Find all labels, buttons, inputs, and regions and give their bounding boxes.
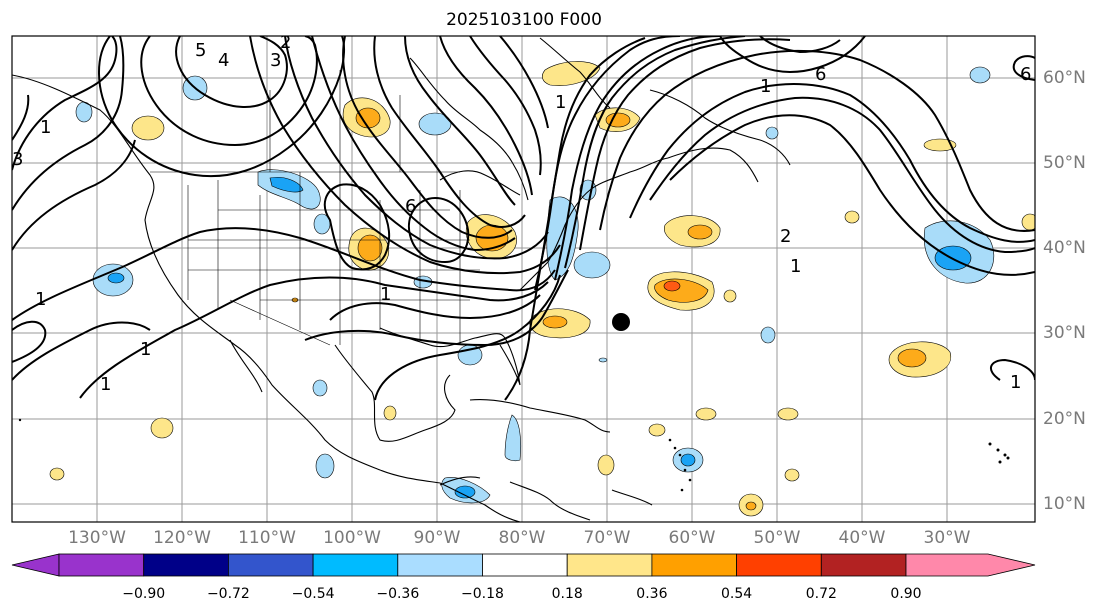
contour-label: 2 <box>280 32 291 53</box>
contour-label: 6 <box>1020 64 1031 85</box>
colorbar-segment <box>143 553 229 577</box>
colorbar-segment <box>566 553 653 577</box>
lon-label: 100°W <box>323 528 381 548</box>
island-dots <box>18 418 1010 492</box>
lon-label: 90°W <box>413 528 461 548</box>
political-borders <box>150 70 480 346</box>
lat-label: 20°N <box>1043 409 1086 429</box>
negative-anomaly <box>760 326 776 344</box>
contour-label: 1 <box>1010 372 1021 393</box>
colorbar <box>11 553 1036 577</box>
map-area: 5 4 3 2 1 6 1 2 1 6 1 1 1 1 1 6 1 3 <box>12 32 1035 522</box>
positive-anomaly <box>597 454 615 476</box>
positive-anomaly <box>784 468 800 482</box>
colorbar-tick-label: 0.18 <box>551 586 583 602</box>
lon-label: 70°W <box>583 528 631 548</box>
contour-label: 1 <box>40 117 51 138</box>
negative-anomaly <box>418 112 452 136</box>
lon-label: 110°W <box>238 528 296 548</box>
negative-anomaly <box>765 126 779 140</box>
lon-label: 40°W <box>838 528 886 548</box>
colorbar-tick-label: 0.54 <box>721 586 753 602</box>
positive-anomaly <box>723 289 737 303</box>
colorbar-extend-low <box>11 553 60 577</box>
contour-label: 5 <box>195 40 206 61</box>
contour-label: 6 <box>405 196 416 217</box>
lon-label: 30°W <box>923 528 971 548</box>
colorbar-segment <box>397 553 483 577</box>
contour-label: 6 <box>815 64 826 85</box>
contour-label: 1 <box>35 289 46 310</box>
colorbar-tick-label: 0.72 <box>805 586 837 602</box>
positive-anomaly <box>648 423 666 437</box>
negative-anomaly <box>598 357 608 363</box>
positive-anomaly <box>923 138 957 152</box>
contour-label: 3 <box>12 149 23 170</box>
storm-location-marker <box>612 313 630 331</box>
contours <box>12 36 1035 401</box>
lat-label: 60°N <box>1043 68 1086 88</box>
colorbar-tick-label: −0.90 <box>122 586 166 602</box>
negative-anomaly <box>315 453 335 479</box>
lon-label: 60°W <box>668 528 716 548</box>
chart-title: 2025103100 F000 <box>446 10 602 30</box>
positive-anomaly <box>383 405 397 421</box>
colorbar-tick-label: −0.72 <box>206 586 250 602</box>
contour-label: 1 <box>380 284 391 305</box>
negative-anomaly <box>969 66 991 84</box>
colorbar-segment <box>482 553 568 577</box>
positive-anomaly <box>844 210 860 224</box>
contour-label: 1 <box>555 92 566 113</box>
contour-label: 4 <box>218 50 229 71</box>
map-frame <box>11 35 1036 523</box>
contour-label: 1 <box>790 256 801 277</box>
positive-anomaly <box>695 407 717 421</box>
contour-labels: 5 4 3 2 1 6 1 2 1 6 1 1 1 1 1 6 1 3 <box>12 32 1031 395</box>
colorbar-segment <box>820 553 907 577</box>
positive-anomaly <box>777 407 799 421</box>
positive-anomaly <box>49 467 65 481</box>
colorbar-tick-label: −0.54 <box>291 586 335 602</box>
anomaly-fills <box>49 61 1035 517</box>
contour-label: 1 <box>140 339 151 360</box>
positive-anomaly <box>150 417 174 439</box>
lat-label: 10°N <box>1043 494 1086 514</box>
colorbar-tick-label: 0.90 <box>890 586 922 602</box>
negative-anomaly <box>504 414 522 462</box>
colorbar-tick-label: −0.36 <box>376 586 420 602</box>
contour-label: 1 <box>100 374 111 395</box>
lat-label: 50°N <box>1043 153 1086 173</box>
colorbar-segment <box>312 553 399 577</box>
positive-anomaly <box>131 115 165 141</box>
colorbar-segment <box>227 553 314 577</box>
colorbar-segment <box>736 553 822 577</box>
contour-label: 1 <box>760 76 771 97</box>
lon-label: 120°W <box>153 528 211 548</box>
colorbar-segment <box>651 553 738 577</box>
negative-anomaly <box>573 251 611 279</box>
lat-label: 30°N <box>1043 323 1086 343</box>
contour-label: 3 <box>270 50 281 71</box>
colorbar-tick-label: 0.36 <box>636 586 668 602</box>
lon-label: 80°W <box>498 528 546 548</box>
colorbar-extend-high <box>905 553 1036 577</box>
lon-label: 50°W <box>753 528 801 548</box>
negative-anomaly <box>312 379 328 397</box>
lat-label: 40°N <box>1043 238 1086 258</box>
lon-label: 130°W <box>68 528 126 548</box>
contour-label: 2 <box>780 226 791 247</box>
colorbar-segment <box>58 553 145 577</box>
colorbar-tick-label: −0.18 <box>461 586 504 602</box>
